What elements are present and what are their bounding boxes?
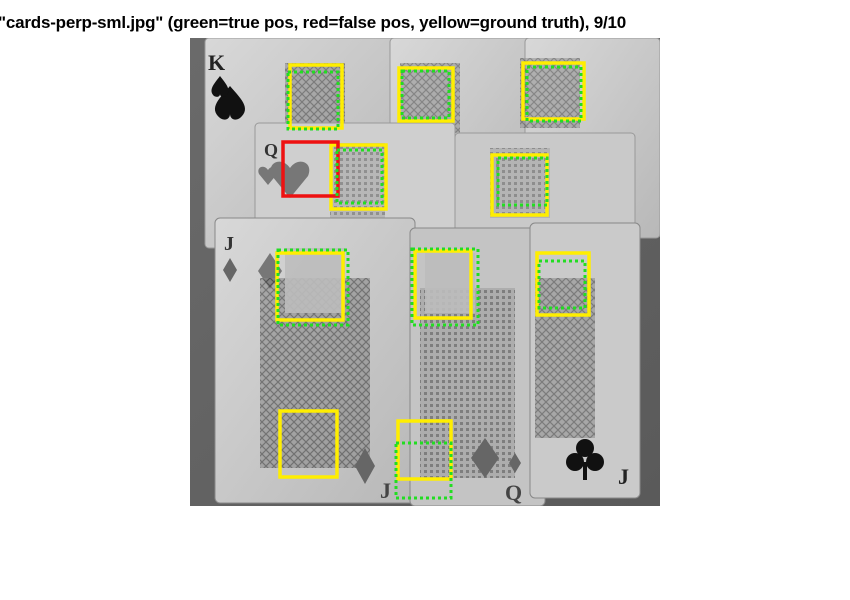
cards-photo: K Q J J Q J (190, 38, 660, 506)
svg-text:Q: Q (264, 140, 278, 160)
svg-text:J: J (618, 464, 629, 489)
svg-text:Q: Q (505, 480, 522, 505)
true-positive-boxes (276, 65, 587, 500)
figure-title: : "cards-perp-sml.jpg" (green=true pos, … (0, 13, 627, 32)
svg-text:K: K (208, 50, 225, 75)
svg-text:J: J (224, 233, 234, 255)
svg-text:J: J (380, 478, 391, 503)
